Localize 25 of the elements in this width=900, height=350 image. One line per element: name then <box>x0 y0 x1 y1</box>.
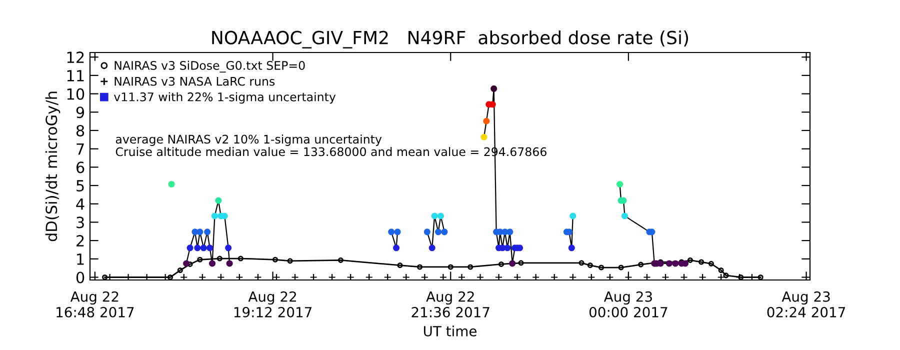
y-tick-label: 3 <box>76 216 84 228</box>
x-tick-label: Aug 23 00:00 2017 <box>589 291 668 318</box>
y-axis-title: dD(Si)/dt microGy/h <box>45 92 60 242</box>
x-tick-label: Aug 22 16:48 2017 <box>56 291 134 318</box>
chart-title: NOAAAOC_GIV_FM2 N49RF absorbed dose rate (Si) <box>212 30 688 48</box>
y-tick-label: 11 <box>67 70 84 82</box>
y-tick-label: 0 <box>76 272 84 284</box>
x-tick-label: Aug 23 02:24 2017 <box>767 291 845 318</box>
y-tick-label: 6 <box>76 162 84 174</box>
legend-label: NAIRAS v3 NASA LaRC runs <box>114 76 275 86</box>
y-tick-label: 9 <box>76 106 84 118</box>
annotation: average NAIRAS v2 10% 1-sigma uncertainty <box>116 134 382 146</box>
y-tick-label: 10 <box>67 88 84 100</box>
y-tick-label: 5 <box>76 180 84 192</box>
x-tick-label: Aug 22 19:12 2017 <box>234 291 312 318</box>
legend-label: v11.37 with 22% 1-sigma uncertainty <box>114 92 336 104</box>
y-tick-label: 8 <box>76 124 84 136</box>
y-tick-label: 4 <box>76 198 84 210</box>
y-tick-label: 1 <box>77 254 84 265</box>
x-tick-label: Aug 22 21:36 2017 <box>412 291 490 318</box>
y-tick-label: 2 <box>76 235 84 246</box>
y-tick-label: 12 <box>67 52 84 63</box>
y-tick-label: 7 <box>76 143 84 155</box>
legend-label: NAIRAS v3 SiDose_G0.txt SEP=0 <box>114 60 305 73</box>
x-axis-title: UT time <box>424 326 476 336</box>
